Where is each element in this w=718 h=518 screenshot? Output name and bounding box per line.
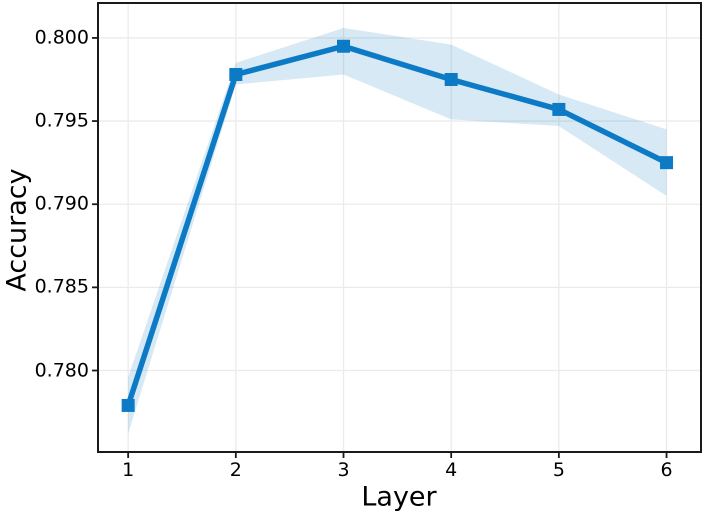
- data-point-marker: [552, 102, 566, 116]
- x-tick-label: 3: [337, 459, 350, 481]
- y-tick-label: 0.800: [34, 26, 89, 49]
- data-point-marker: [229, 68, 243, 82]
- data-point-marker: [660, 156, 674, 170]
- data-point-marker: [337, 39, 351, 53]
- y-tick-label: 0.790: [34, 192, 89, 215]
- y-tick-label: 0.785: [34, 275, 89, 298]
- x-tick-label: 2: [229, 459, 242, 481]
- plot-border: [97, 2, 702, 453]
- data-line: [125, 43, 670, 409]
- x-tick-label: 4: [445, 459, 458, 481]
- x-axis-label: Layer: [361, 481, 437, 513]
- data-point-marker: [121, 398, 135, 412]
- confidence-band: [128, 27, 667, 434]
- data-point-marker: [444, 72, 458, 86]
- x-tick-label: 1: [122, 459, 135, 481]
- y-tick-label: 0.795: [34, 109, 89, 132]
- y-tick-label: 0.780: [34, 359, 89, 381]
- x-tick-label: 6: [660, 459, 673, 481]
- x-tick-label: 5: [552, 459, 565, 481]
- y-axis-label: Accuracy: [1, 168, 33, 292]
